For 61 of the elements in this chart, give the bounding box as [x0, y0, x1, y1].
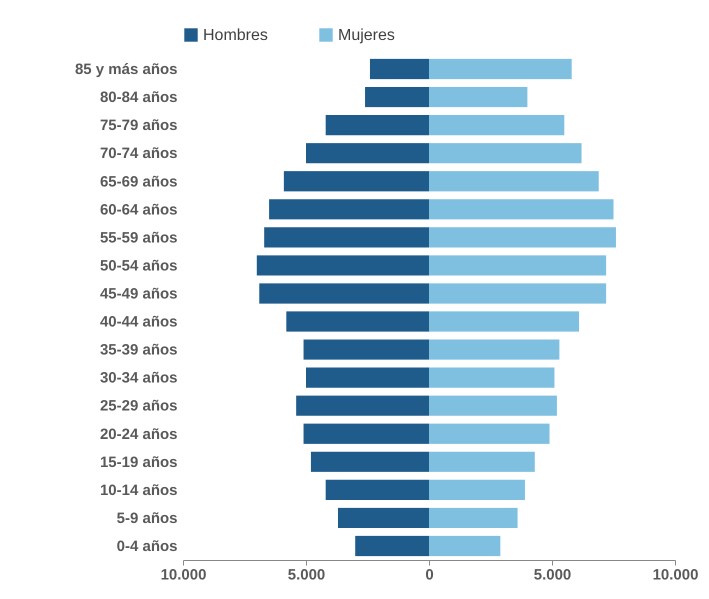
- y-tick-label: 50-54 años: [100, 257, 178, 274]
- bar: [355, 536, 429, 556]
- bar: [310, 452, 429, 472]
- bar: [304, 339, 429, 360]
- bar: [429, 536, 500, 556]
- bar: [429, 115, 564, 136]
- legend-label: Mujeres: [338, 27, 395, 44]
- y-tick-label: 45-49 años: [100, 285, 178, 302]
- y-tick-label: 65-69 años: [100, 173, 178, 190]
- bar: [429, 424, 550, 444]
- bar: [429, 255, 606, 276]
- x-tick-label: 5.000: [288, 566, 326, 584]
- bar: [429, 480, 525, 500]
- x-tick-label: 10.000: [160, 566, 206, 584]
- bar: [326, 115, 429, 136]
- bar: [284, 171, 429, 192]
- y-tick-label: 55-59 años: [100, 229, 178, 246]
- bar: [429, 508, 518, 528]
- x-tick-label: 10.000: [652, 566, 698, 584]
- bar: [306, 368, 429, 388]
- bar: [429, 86, 528, 108]
- bar: [429, 339, 560, 360]
- y-tick-label: 75-79 años: [100, 117, 178, 134]
- y-tick-label: 70-74 años: [100, 145, 178, 162]
- bar: [286, 311, 429, 332]
- y-tick-label: 80-84 años: [100, 89, 178, 106]
- y-tick-label: 0-4 años: [116, 538, 178, 555]
- y-tick-label: 20-24 años: [100, 426, 178, 443]
- y-tick-label: 85 y más años: [74, 61, 178, 78]
- bar: [429, 283, 606, 304]
- y-tick-label: 60-64 años: [100, 201, 178, 218]
- bar: [429, 452, 535, 472]
- x-tick-label: 5.000: [534, 566, 572, 584]
- bar: [296, 396, 429, 416]
- y-tick-label: 25-29 años: [100, 398, 178, 415]
- bar: [429, 58, 572, 80]
- bar: [259, 283, 429, 304]
- bar: [429, 368, 554, 388]
- y-tick-label: 30-34 años: [100, 370, 178, 387]
- y-tick-label: 15-19 años: [100, 454, 178, 471]
- y-tick-label: 40-44 años: [100, 314, 178, 331]
- bar: [429, 311, 580, 332]
- bar: [370, 58, 429, 80]
- bar: [365, 86, 429, 108]
- bar: [256, 255, 429, 276]
- bar: [264, 227, 429, 248]
- x-tick-label: 0: [425, 566, 434, 584]
- bar: [429, 199, 614, 220]
- bar: [326, 480, 429, 500]
- y-tick-label: 5-9 años: [116, 510, 178, 527]
- bar: [429, 143, 582, 164]
- bar: [304, 424, 429, 444]
- y-tick-label: 35-39 años: [100, 342, 178, 359]
- bar: [429, 171, 599, 192]
- bar: [269, 199, 429, 220]
- bar: [306, 143, 429, 164]
- bar: [429, 396, 557, 416]
- legend-label: Hombres: [203, 27, 268, 44]
- bar: [338, 508, 429, 528]
- y-tick-label: 10-14 años: [100, 482, 178, 499]
- bar: [429, 227, 616, 248]
